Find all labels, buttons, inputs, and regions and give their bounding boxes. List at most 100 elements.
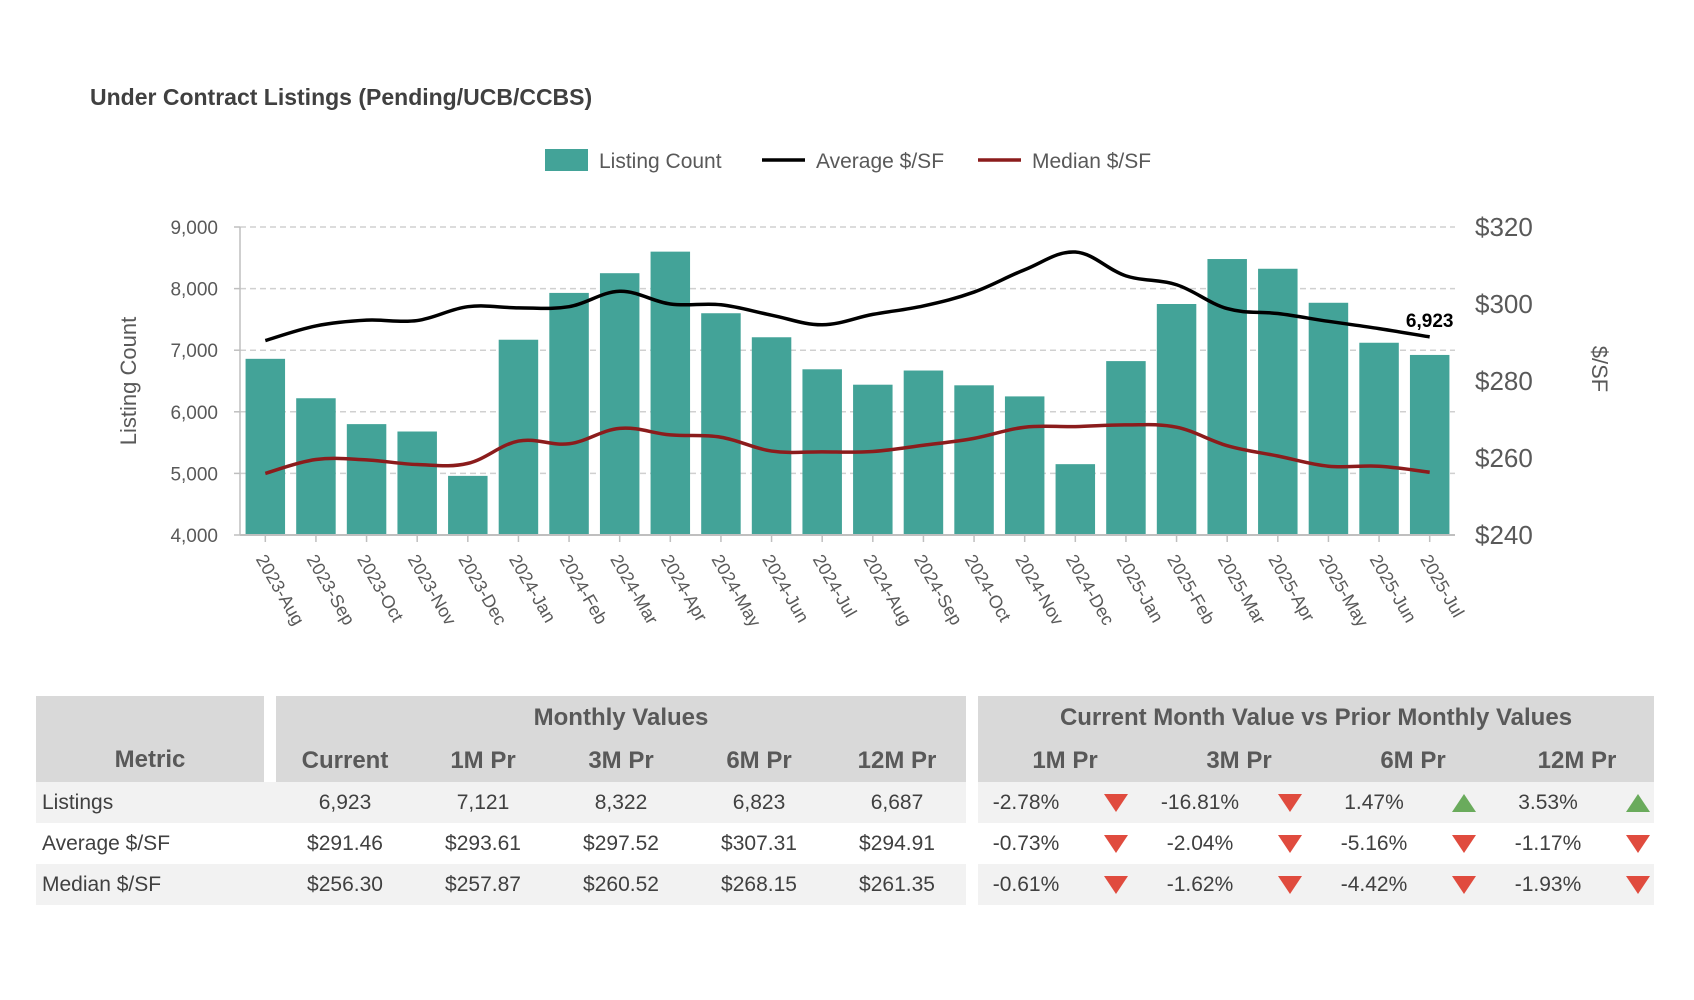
col-cmp-12m: 12M Pr <box>1500 740 1654 782</box>
y2-tick-label: $300 <box>1475 289 1533 319</box>
down-triangle-icon <box>1104 875 1128 894</box>
bar <box>397 431 437 535</box>
col-1m: 1M Pr <box>414 740 552 782</box>
y2-axis-label: $/SF <box>1587 346 1612 392</box>
bar <box>751 337 792 535</box>
value-cell: $268.15 <box>690 864 828 905</box>
up-triangle-icon <box>1452 793 1476 812</box>
legend-label: Average $/SF <box>816 150 944 173</box>
metric-cell: Median $/SF <box>36 864 264 905</box>
metric-cell: Listings <box>36 782 264 823</box>
col-cmp-6m: 6M Pr <box>1326 740 1500 782</box>
gap-cell <box>264 864 276 905</box>
x-tick-label: 2024-Feb <box>556 551 612 628</box>
table-row: Listings 6,923 7,121 8,322 6,823 6,687 -2.78% -… <box>36 782 1654 823</box>
up-arrow-icon <box>1596 782 1654 823</box>
down-triangle-icon <box>1278 834 1302 853</box>
y2-tick-label: $320 <box>1475 212 1533 242</box>
gridlines <box>240 226 1455 475</box>
y-tick-label: 4,000 <box>170 526 218 547</box>
down-arrow-icon <box>1074 782 1152 823</box>
legend: Listing Count Average $/SF Median $/SF <box>545 149 1151 173</box>
x-tick-label: 2024-Aug <box>859 551 915 629</box>
gap-cell <box>264 782 276 823</box>
y-tick-label: 5,000 <box>170 464 218 485</box>
line-average-sf <box>264 250 1430 343</box>
value-cell: $307.31 <box>690 823 828 864</box>
pct-cell: -4.42% <box>1326 864 1422 905</box>
bar <box>296 398 336 535</box>
value-cell: $257.87 <box>414 864 552 905</box>
down-arrow-icon <box>1596 864 1654 905</box>
y-axis-label: Listing Count <box>116 317 141 445</box>
x-tick-label: 2024-Jun <box>758 551 813 626</box>
gap-cell <box>966 864 978 905</box>
col-current: Current <box>276 740 414 782</box>
pct-cell: -5.16% <box>1326 823 1422 864</box>
x-tick-label: 2023-Nov <box>404 551 460 629</box>
down-arrow-icon <box>1074 864 1152 905</box>
x-tick-label: 2025-Jun <box>1366 551 1421 626</box>
x-tick-label: 2024-Jan <box>505 551 560 626</box>
pct-cell: -1.93% <box>1500 864 1596 905</box>
down-triangle-icon <box>1104 793 1128 812</box>
bar <box>903 370 944 535</box>
y-tick-label: 8,000 <box>170 280 218 301</box>
bar <box>498 339 539 535</box>
gap-cell <box>966 823 978 864</box>
y2-tick-label: $260 <box>1475 443 1533 473</box>
bar <box>549 292 589 535</box>
bar <box>701 313 741 535</box>
col-6m: 6M Pr <box>690 740 828 782</box>
lines: 6,923 <box>264 250 1453 476</box>
bar <box>1055 464 1096 535</box>
x-tick-label: 2025-Jul <box>1416 551 1468 621</box>
value-cell: $291.46 <box>276 823 414 864</box>
pct-cell: -2.78% <box>978 782 1074 823</box>
legend-swatch-bar <box>545 149 588 171</box>
value-cell: 8,322 <box>552 782 690 823</box>
down-triangle-icon <box>1452 834 1476 853</box>
pct-cell: 3.53% <box>1500 782 1596 823</box>
down-triangle-icon <box>1278 875 1302 894</box>
bar <box>1359 342 1399 535</box>
x-tick-label: 2023-Oct <box>353 551 407 625</box>
line-median-sf <box>264 422 1430 476</box>
value-cell: 6,923 <box>276 782 414 823</box>
x-tick-label: 2024-Sep <box>910 551 966 629</box>
bar <box>1409 354 1450 535</box>
down-triangle-icon <box>1626 834 1650 853</box>
y-tick-label: 6,000 <box>170 403 218 424</box>
x-tick-label: 2024-Dec <box>1062 551 1118 629</box>
down-arrow-icon <box>1422 864 1500 905</box>
y2-tick-label: $240 <box>1475 520 1533 550</box>
down-triangle-icon <box>1452 875 1476 894</box>
bar <box>853 384 893 535</box>
col-cmp-1m: 1M Pr <box>978 740 1152 782</box>
bar <box>650 251 691 535</box>
bar <box>1106 361 1146 535</box>
value-cell: $261.35 <box>828 864 966 905</box>
pct-cell: -1.17% <box>1500 823 1596 864</box>
x-tick-label: 2025-Apr <box>1264 551 1318 625</box>
down-arrow-icon <box>1248 782 1326 823</box>
bar <box>1004 396 1045 535</box>
x-tick-label: 2024-Mar <box>606 551 662 628</box>
down-triangle-icon <box>1104 834 1128 853</box>
bar <box>346 424 387 535</box>
pct-cell: -16.81% <box>1152 782 1248 823</box>
stats-table: Metric Monthly Values Current Month Valu… <box>36 696 1654 905</box>
metric-header: Metric <box>36 696 264 782</box>
x-tick-label: 2024-Jul <box>809 551 861 621</box>
bar <box>599 273 640 535</box>
bar <box>1308 302 1349 535</box>
bars <box>245 251 1450 535</box>
down-arrow-icon <box>1422 823 1500 864</box>
gap-cell <box>966 782 978 823</box>
bar <box>954 385 994 535</box>
x-tick-label: 2025-May <box>1315 551 1372 630</box>
x-tick-label: 2023-Aug <box>252 551 308 629</box>
pct-cell: -2.04% <box>1152 823 1248 864</box>
down-triangle-icon <box>1626 875 1650 894</box>
x-tick-label: 2025-Mar <box>1214 551 1270 628</box>
